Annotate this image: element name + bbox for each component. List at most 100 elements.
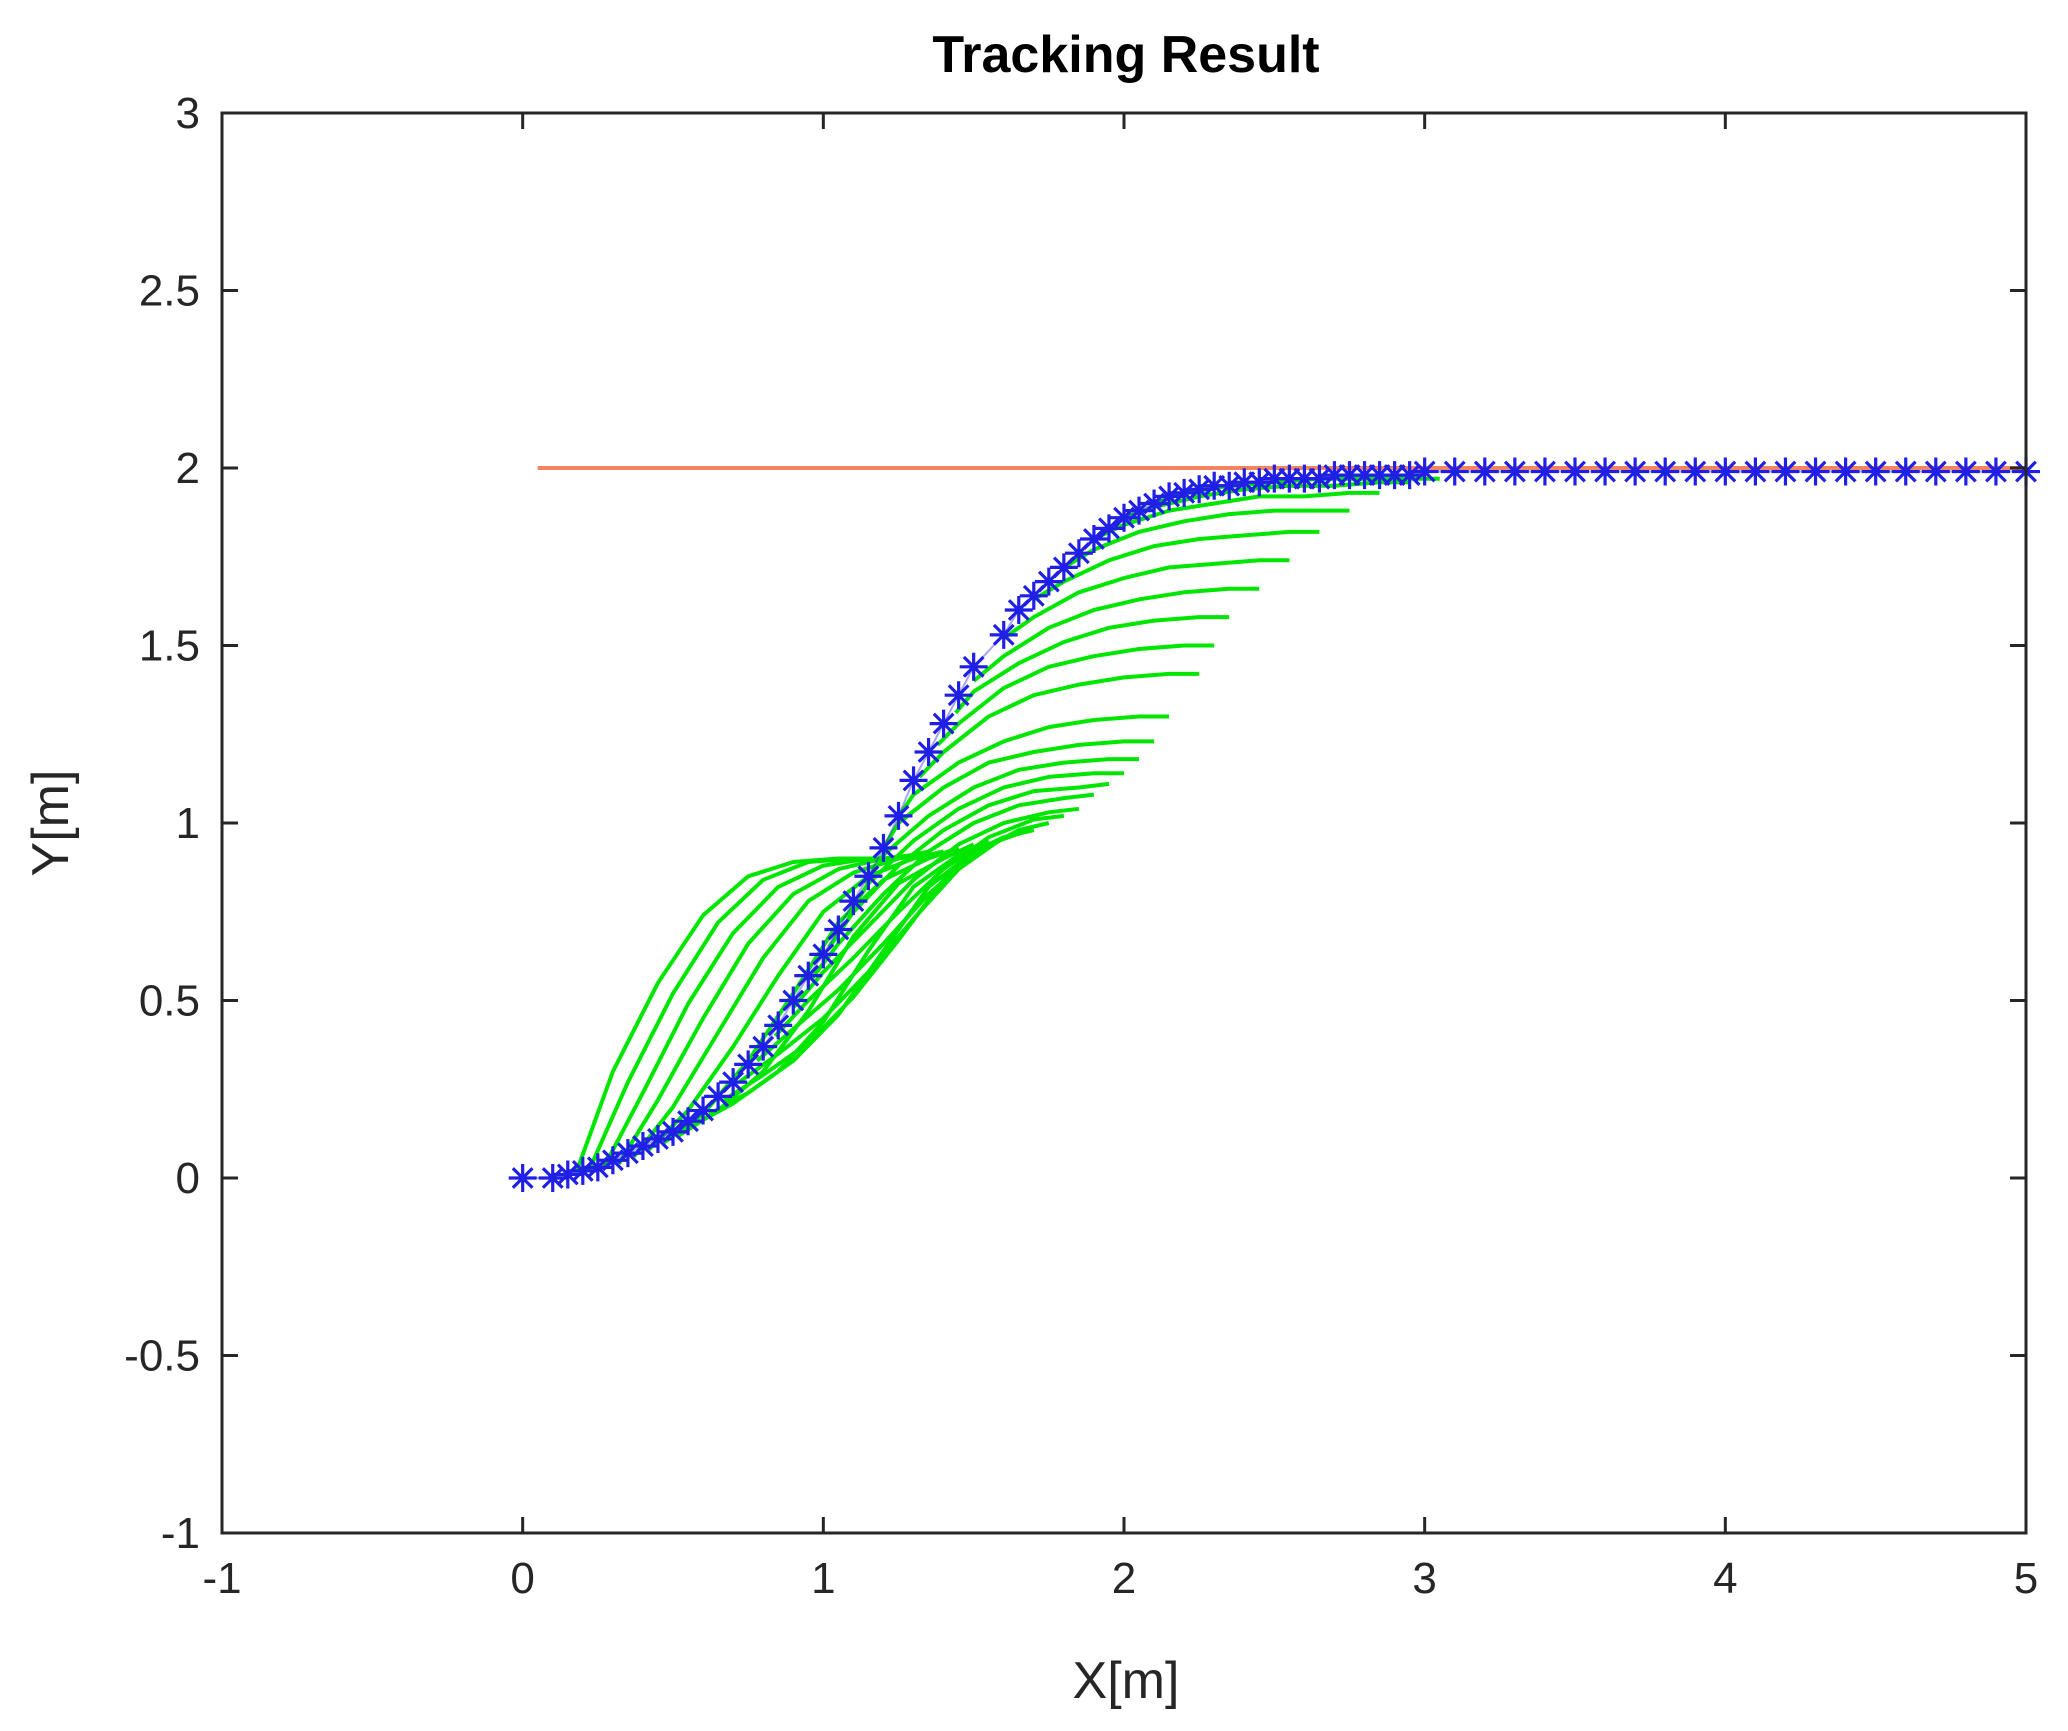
asterisk-marker bbox=[1110, 503, 1138, 532]
asterisk-marker bbox=[704, 1082, 733, 1111]
asterisk-marker bbox=[1215, 471, 1244, 500]
asterisk-marker bbox=[643, 1124, 672, 1153]
asterisk-marker bbox=[734, 1050, 763, 1079]
asterisk-marker bbox=[1200, 471, 1229, 500]
asterisk-marker bbox=[794, 961, 823, 990]
y-tick-label: -0.5 bbox=[124, 1332, 200, 1381]
asterisk-marker bbox=[1921, 457, 1950, 486]
predicted-trajectory-line bbox=[899, 714, 1170, 814]
y-tick-label: 2 bbox=[176, 444, 200, 493]
y-tick-label: 1.5 bbox=[139, 622, 200, 671]
predicted-trajectory-line bbox=[708, 835, 1005, 1116]
asterisk-marker bbox=[779, 986, 808, 1015]
y-tick-label: 0.5 bbox=[139, 977, 200, 1026]
asterisk-marker bbox=[1530, 457, 1559, 486]
x-tick-label: 2 bbox=[1112, 1554, 1136, 1603]
asterisk-marker bbox=[944, 681, 973, 710]
predicted-trajectory-line bbox=[972, 586, 1260, 683]
asterisk-marker bbox=[1125, 496, 1154, 525]
plot-area bbox=[508, 457, 2040, 1192]
y-axis-ticks: -1 -0.5 0 0.5 1 1.5 2 2.5 3 bbox=[124, 89, 2026, 1558]
asterisk-marker bbox=[1500, 457, 1529, 486]
x-tick-label: 4 bbox=[1713, 1554, 1737, 1603]
asterisk-marker bbox=[1470, 457, 1499, 486]
asterisk-marker bbox=[1305, 464, 1334, 493]
asterisk-marker bbox=[689, 1096, 718, 1125]
x-tick-label: -1 bbox=[202, 1554, 241, 1603]
predicted-trajectory-line bbox=[936, 643, 1215, 747]
asterisk-marker bbox=[824, 915, 853, 944]
asterisk-marker bbox=[1034, 567, 1063, 596]
predicted-trajectory-line bbox=[773, 813, 1065, 1038]
asterisk-marker bbox=[1230, 468, 1259, 497]
tracked-path-markers bbox=[508, 457, 2040, 1192]
predicted-trajectory-line bbox=[617, 852, 914, 1165]
asterisk-marker bbox=[1591, 457, 1620, 486]
asterisk-marker bbox=[508, 1164, 537, 1192]
asterisk-marker bbox=[989, 620, 1018, 649]
asterisk-marker bbox=[1049, 553, 1078, 582]
asterisk-marker bbox=[628, 1132, 657, 1161]
asterisk-marker bbox=[1019, 581, 1048, 610]
asterisk-marker bbox=[1140, 489, 1169, 518]
asterisk-marker bbox=[1380, 461, 1409, 490]
predicted-trajectory-line bbox=[1002, 558, 1290, 641]
asterisk-marker bbox=[1365, 461, 1394, 490]
x-axis-label: X[m] bbox=[1073, 1652, 1180, 1710]
predicted-trajectory-line bbox=[1093, 490, 1380, 541]
y-axis-label: Y[m] bbox=[22, 770, 80, 877]
asterisk-marker bbox=[764, 1011, 793, 1040]
predicted-trajectory-line bbox=[755, 821, 1050, 1063]
asterisk-marker bbox=[1651, 457, 1680, 486]
asterisk-marker bbox=[1004, 596, 1033, 624]
asterisk-marker bbox=[1260, 464, 1289, 493]
x-tick-label: 3 bbox=[1412, 1554, 1436, 1603]
asterisk-marker bbox=[674, 1107, 703, 1136]
y-tick-label: 1 bbox=[176, 799, 200, 848]
asterisk-marker bbox=[884, 801, 913, 830]
plot-frame bbox=[220, 111, 2028, 1535]
asterisk-marker bbox=[583, 1153, 612, 1182]
x-tick-label: 5 bbox=[2014, 1554, 2038, 1603]
predicted-trajectory-line bbox=[586, 856, 884, 1172]
asterisk-marker bbox=[1410, 457, 1439, 486]
asterisk-marker bbox=[869, 833, 898, 862]
asterisk-marker bbox=[1320, 461, 1349, 490]
asterisk-marker bbox=[1350, 461, 1379, 490]
asterisk-marker bbox=[1440, 457, 1469, 486]
asterisk-marker bbox=[1155, 482, 1184, 511]
asterisk-marker bbox=[1079, 525, 1108, 553]
asterisk-marker bbox=[1861, 457, 1890, 486]
asterisk-marker bbox=[1981, 457, 2010, 486]
asterisk-marker bbox=[1561, 457, 1589, 486]
y-tick-label: 0 bbox=[176, 1154, 200, 1203]
predicted-trajectories bbox=[574, 476, 1440, 1172]
y-tick-label: 3 bbox=[176, 89, 200, 138]
predicted-trajectory-line bbox=[954, 615, 1230, 715]
asterisk-marker bbox=[899, 766, 928, 795]
x-tick-label: 1 bbox=[811, 1554, 835, 1603]
predicted-trajectory-line bbox=[602, 856, 899, 1169]
x-axis-ticks: -1 0 1 2 3 4 5 bbox=[202, 113, 2038, 1603]
asterisk-marker bbox=[1185, 475, 1214, 504]
asterisk-marker bbox=[538, 1164, 567, 1192]
asterisk-marker bbox=[1891, 457, 1920, 486]
asterisk-marker bbox=[959, 652, 988, 681]
asterisk-marker bbox=[1681, 457, 1710, 486]
asterisk-marker bbox=[1335, 461, 1364, 490]
predicted-trajectory-line bbox=[863, 757, 1139, 885]
asterisk-marker bbox=[1741, 457, 1770, 486]
asterisk-marker bbox=[1245, 468, 1274, 497]
asterisk-marker bbox=[1711, 457, 1740, 486]
asterisk-marker bbox=[1290, 464, 1319, 493]
asterisk-marker bbox=[568, 1156, 597, 1185]
asterisk-marker bbox=[929, 709, 958, 738]
predicted-trajectory-line bbox=[918, 671, 1200, 779]
chart-title: Tracking Result bbox=[932, 26, 1319, 84]
asterisk-marker bbox=[749, 1032, 778, 1061]
asterisk-marker bbox=[1275, 464, 1304, 493]
y-tick-label: -1 bbox=[161, 1509, 200, 1558]
predicted-trajectory-line bbox=[827, 781, 1110, 949]
asterisk-marker bbox=[854, 862, 883, 891]
